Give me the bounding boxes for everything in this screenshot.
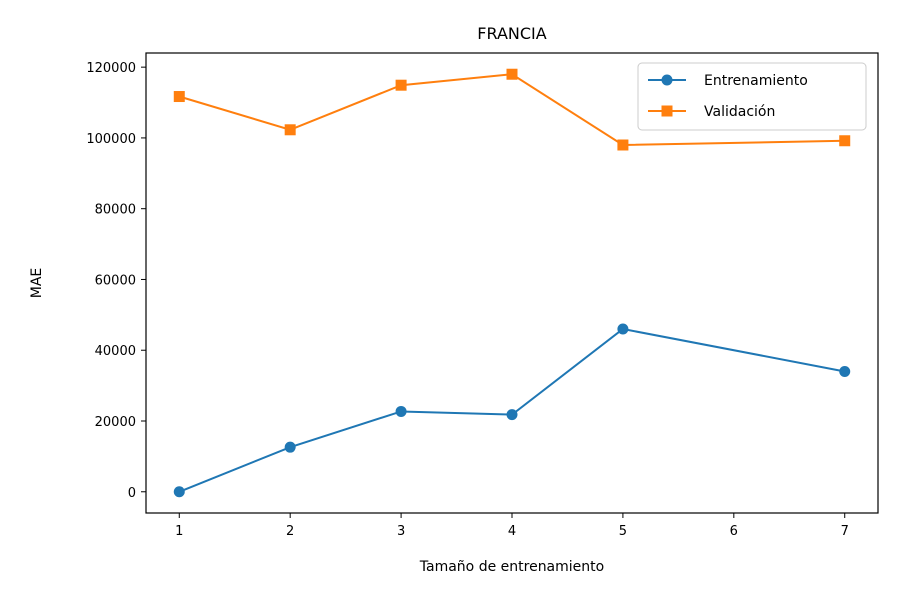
y-tick-label: 100000: [86, 132, 136, 147]
y-tick-label: 80000: [95, 203, 136, 218]
chart-title: FRANCIA: [477, 24, 546, 43]
data-point-entrenamiento: [506, 409, 518, 421]
legend-label-validacion: Validación: [704, 104, 775, 120]
data-point-entrenamiento: [395, 405, 407, 417]
legend-marker-entrenamiento: [661, 74, 673, 86]
data-point-validacion: [395, 79, 407, 91]
x-axis-title: Tamaño de entrenamiento: [419, 559, 604, 575]
data-point-validacion: [173, 91, 185, 103]
series-line-validacion: [178, 73, 845, 147]
series-layer: [173, 68, 851, 498]
data-point-validacion: [506, 68, 518, 80]
x-tick-label: 6: [730, 524, 738, 539]
x-tick-label: 3: [397, 524, 405, 539]
series-line-entrenamiento: [178, 327, 845, 493]
legend: Entrenamiento Validación: [637, 62, 867, 131]
y-tick-label: 0: [128, 486, 136, 501]
data-point-entrenamiento: [284, 441, 296, 453]
x-axis: 1 2 3 4 5 6 7: [175, 513, 849, 539]
y-tick-label: 40000: [95, 344, 136, 359]
x-tick-label: 5: [619, 524, 627, 539]
y-tick-label: 60000: [95, 273, 136, 288]
y-tick-label: 120000: [86, 61, 136, 76]
y-tick-label: 20000: [95, 415, 136, 430]
data-point-entrenamiento: [173, 486, 185, 498]
data-point-validacion: [617, 139, 629, 151]
data-point-validacion: [839, 135, 851, 147]
data-point-entrenamiento: [839, 365, 851, 377]
plot-area-frame: [145, 52, 879, 514]
data-point-entrenamiento: [617, 323, 629, 335]
x-tick-label: 2: [286, 524, 294, 539]
legend-box: [637, 62, 867, 131]
data-point-validacion: [284, 124, 296, 136]
legend-label-entrenamiento: Entrenamiento: [704, 73, 808, 89]
y-axis: 0 20000 40000 60000 80000 100000 120000: [86, 61, 146, 501]
y-axis-title: MAE: [29, 268, 45, 299]
x-tick-label: 7: [841, 524, 849, 539]
x-tick-label: 1: [175, 524, 183, 539]
legend-marker-validacion: [661, 105, 673, 117]
x-tick-label: 4: [508, 524, 516, 539]
